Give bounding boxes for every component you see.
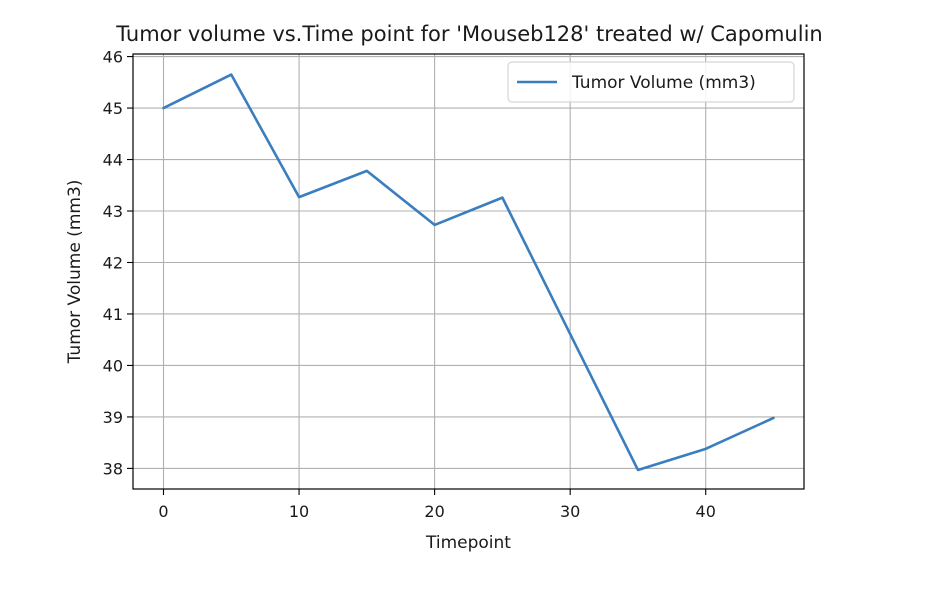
legend: Tumor Volume (mm3) <box>507 61 795 103</box>
y-tick-label: 40 <box>103 356 123 375</box>
legend-label: Tumor Volume (mm3) <box>571 73 756 93</box>
axis-ticks: 0 10 20 30 40 38 39 40 41 42 43 44 45 46 <box>103 48 716 521</box>
legend-box <box>507 61 795 103</box>
y-tick-label: 45 <box>103 99 123 118</box>
y-tick-label: 38 <box>103 459 123 478</box>
y-tick-label: 42 <box>103 253 123 272</box>
y-axis-label: Tumor Volume (mm3) <box>65 180 85 365</box>
series-layer <box>162 73 775 472</box>
y-tick-label: 43 <box>103 202 123 221</box>
plot-frame <box>132 53 805 490</box>
series-line <box>162 73 775 472</box>
grid <box>133 54 804 489</box>
x-tick-label: 20 <box>424 502 444 521</box>
y-tick-label: 39 <box>103 408 123 427</box>
x-axis-label: Timepoint <box>425 533 511 553</box>
x-tick-label: 10 <box>289 502 309 521</box>
x-tick-label: 40 <box>696 502 716 521</box>
y-tick-label: 46 <box>103 48 123 67</box>
y-tick-label: 41 <box>103 305 123 324</box>
chart-title: Tumor volume vs.Time point for 'Mouseb12… <box>115 22 822 46</box>
x-tick-label: 30 <box>560 502 580 521</box>
y-tick-label: 44 <box>103 151 123 170</box>
x-tick-label: 0 <box>158 502 168 521</box>
